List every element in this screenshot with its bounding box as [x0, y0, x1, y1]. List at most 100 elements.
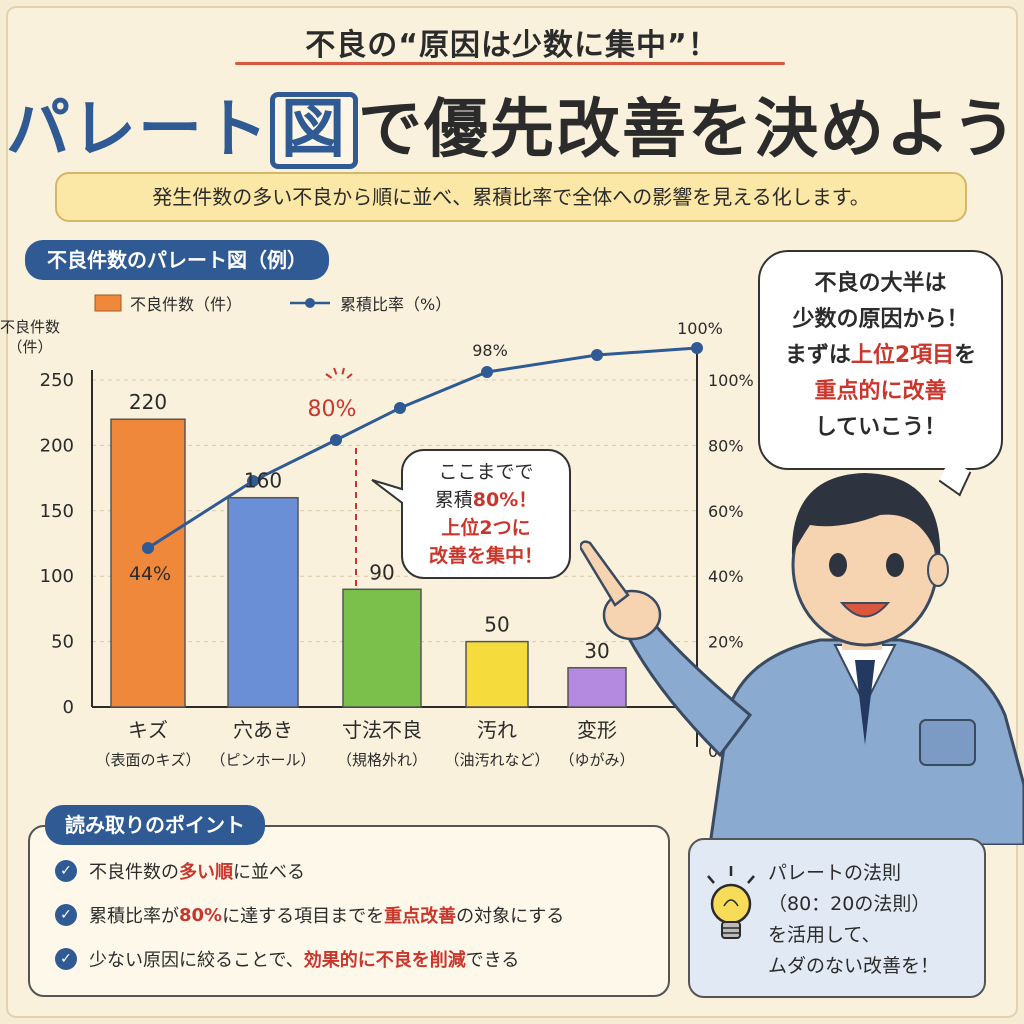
bar-value-label: 220	[129, 390, 167, 414]
point-3-b: 効果的に不良を削減	[303, 950, 466, 971]
light-bulb-icon	[707, 866, 755, 939]
check-icon: ✓	[55, 904, 77, 926]
bar-value-label: 50	[484, 613, 509, 637]
kicker-underline	[235, 62, 785, 65]
speech-line-3b: 上位2項目	[850, 343, 955, 368]
point-2-e: の対象にする	[456, 906, 565, 927]
bar-3	[342, 588, 422, 708]
x-tick-label: 変形	[577, 718, 617, 742]
point-2-d: 重点改善	[384, 906, 457, 927]
y-tick-label: 200	[40, 435, 74, 456]
bar-4	[465, 640, 529, 708]
x-tick-note: （ゆがみ）	[559, 751, 634, 769]
callout-line-2b: 80%！	[473, 489, 537, 511]
point-1-c: に並べる	[233, 862, 305, 883]
point-label-last: 100%	[677, 319, 723, 338]
x-tick-label: 寸法不良	[342, 718, 422, 742]
point-1-a: 不良件数の	[89, 862, 179, 883]
title-part-pareto: パレート	[6, 93, 270, 167]
point-label-third: 80%	[308, 397, 357, 422]
cumulative-point	[481, 366, 493, 378]
bar-value-label: 90	[369, 560, 394, 584]
x-tick-label: 汚れ	[477, 718, 517, 742]
speech-line-3: まずは上位2項目を	[770, 338, 991, 374]
bar-1	[110, 418, 186, 708]
callout-pointer-cover	[403, 488, 408, 508]
title-part-zu: 図	[270, 92, 358, 170]
bar-value-label: 30	[584, 639, 609, 663]
speech-line-3a: まずは	[784, 343, 851, 368]
point-item-3: ✓ 少ない原因に絞ることで、 効果的に不良を削減 できる	[55, 946, 519, 972]
rule-line-2: （80：20の法則）	[768, 893, 931, 915]
check-icon: ✓	[55, 948, 77, 970]
cumulative-point	[330, 434, 342, 446]
cumulative-point	[591, 349, 603, 361]
y2-tick-label: 80%	[708, 436, 744, 455]
speech-line-4: 重点的に改善	[814, 379, 947, 404]
callout-pointer	[371, 479, 406, 508]
y2-tick-label: 40%	[708, 567, 744, 586]
cumulative-point	[394, 402, 406, 414]
x-tick-note: （規格外れ）	[337, 751, 427, 769]
x-tick-note: （ピンホール）	[210, 751, 315, 769]
callout-line-2: 累積80%！	[435, 489, 538, 511]
speech-line-2: 少数の原因から！	[792, 307, 969, 332]
kicker-text: 不良の“原因は少数に集中”！	[305, 28, 719, 63]
chart-legend: 不良件数（件） 累積比率（%）	[94, 294, 451, 314]
legend-marker	[305, 298, 315, 308]
y2-tick-label: 60%	[708, 502, 744, 521]
speech-bubble: 不良の大半は 少数の原因から！ まずは上位2項目を 重点的に改善 していこう！	[758, 250, 1003, 470]
point-2-a: 累積比率が	[89, 906, 179, 927]
legend-label-bars: 不良件数（件）	[130, 295, 242, 314]
emphasis-mark	[341, 367, 345, 375]
check-icon: ✓	[55, 860, 77, 882]
bar-2	[227, 496, 299, 708]
point-2-b: 80%	[179, 904, 223, 926]
pareto-chart: 不良件数（件）累積比率（%） 050100150200250不良件数（件）0%2…	[0, 294, 754, 769]
title-part-rest: で優先改善を決めよう	[358, 93, 1018, 167]
worker-illustration	[580, 473, 1024, 845]
y-tick-label: 100	[40, 566, 74, 587]
point-item-1: ✓ 不良件数の 多い順 に並べる	[55, 858, 305, 884]
emphasis-mark	[325, 373, 333, 379]
y-tick-label: 50	[51, 632, 74, 653]
rule-line-3: を活用して、	[768, 924, 881, 946]
emphasis-mark	[333, 367, 338, 375]
point-3-c: できる	[465, 950, 520, 971]
rule-line-4: ムダのない改善を！	[768, 955, 940, 977]
reading-points-title: 読み取りのポイント	[45, 805, 265, 845]
y2-tick-label: 100%	[708, 371, 754, 390]
cumulative-line-series	[142, 342, 703, 554]
speech-line-3c: を	[954, 343, 977, 368]
reading-points-box	[28, 825, 670, 997]
y-axis-title: 不良件数	[0, 318, 60, 336]
y-tick-label: 250	[40, 370, 74, 391]
callout-line-3: 上位2つに	[441, 516, 530, 539]
bar-5	[567, 667, 627, 708]
speech-line-1: 不良の大半は	[814, 271, 947, 296]
speech-line-5: していこう！	[814, 415, 947, 440]
callout-line-1: ここまでで	[438, 461, 533, 483]
point-3-a: 少ない原因に絞ることで、	[89, 950, 304, 971]
y-tick-label: 150	[40, 501, 74, 522]
point-1-b: 多い順	[179, 862, 233, 883]
callout-bubble	[401, 449, 571, 579]
legend-label-line: 累積比率（%）	[340, 295, 451, 314]
bar-value-label: 160	[244, 469, 282, 493]
rule-text: パレートの法則 （80：20の法則） を活用して、 ムダのない改善を！	[768, 858, 978, 982]
x-tick-label: キズ	[128, 718, 168, 742]
page-title: パレート図で優先改善を決めよう	[0, 78, 1024, 170]
callout-line-4: 改善を集中！	[429, 544, 543, 567]
point-2-c: に達する項目までを	[222, 906, 385, 927]
chart-title-tab: 不良件数のパレート図（例）	[25, 240, 329, 280]
y2-tick-label: 20%	[708, 633, 744, 652]
y-tick-label: 0	[63, 697, 74, 718]
cumulative-point	[142, 542, 154, 554]
point-label-first: 44%	[129, 563, 171, 585]
emphasis-mark	[346, 373, 353, 379]
rule-line-1: パレートの法則	[768, 862, 902, 884]
legend-swatch-bars	[94, 294, 122, 312]
subtitle-banner: 発生件数の多い不良から順に並べ、累積比率で全体への影響を見える化します。	[55, 172, 967, 222]
pareto-rule-box: パレートの法則 （80：20の法則） を活用して、 ムダのない改善を！	[688, 838, 986, 998]
